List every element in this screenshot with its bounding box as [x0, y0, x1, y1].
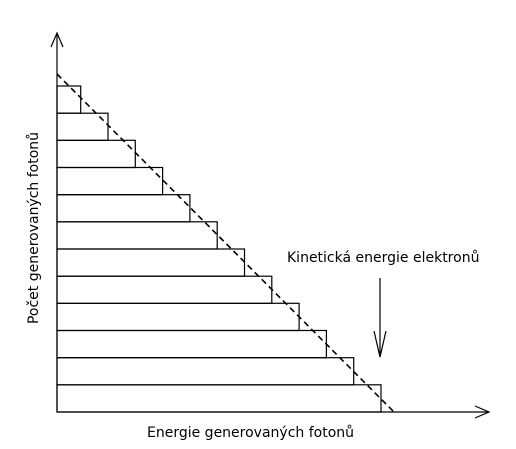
step-bar-10 [56, 139, 136, 169]
annotation-label: Kinetická energie elektronů [287, 250, 480, 266]
step-bar-1 [56, 384, 382, 413]
y-axis-label: Počet generovaných fotonů [26, 131, 42, 325]
x-axis-label: Energie generovaných fotonů [147, 425, 355, 441]
staircase-steps [56, 85, 382, 413]
step-bar-9 [56, 166, 164, 196]
step-bar-12 [56, 85, 82, 114]
step-bar-2 [56, 357, 355, 386]
step-bar-4 [56, 302, 300, 332]
step-bar-7 [56, 221, 218, 250]
annotation-arrow [373, 278, 387, 358]
continuous-spectrum-dashed-line [56, 73, 395, 413]
step-bar-8 [56, 194, 191, 223]
step-bar-3 [56, 329, 327, 359]
step-bar-6 [56, 248, 246, 277]
step-bar-5 [56, 275, 273, 305]
step-bar-11 [56, 112, 109, 141]
